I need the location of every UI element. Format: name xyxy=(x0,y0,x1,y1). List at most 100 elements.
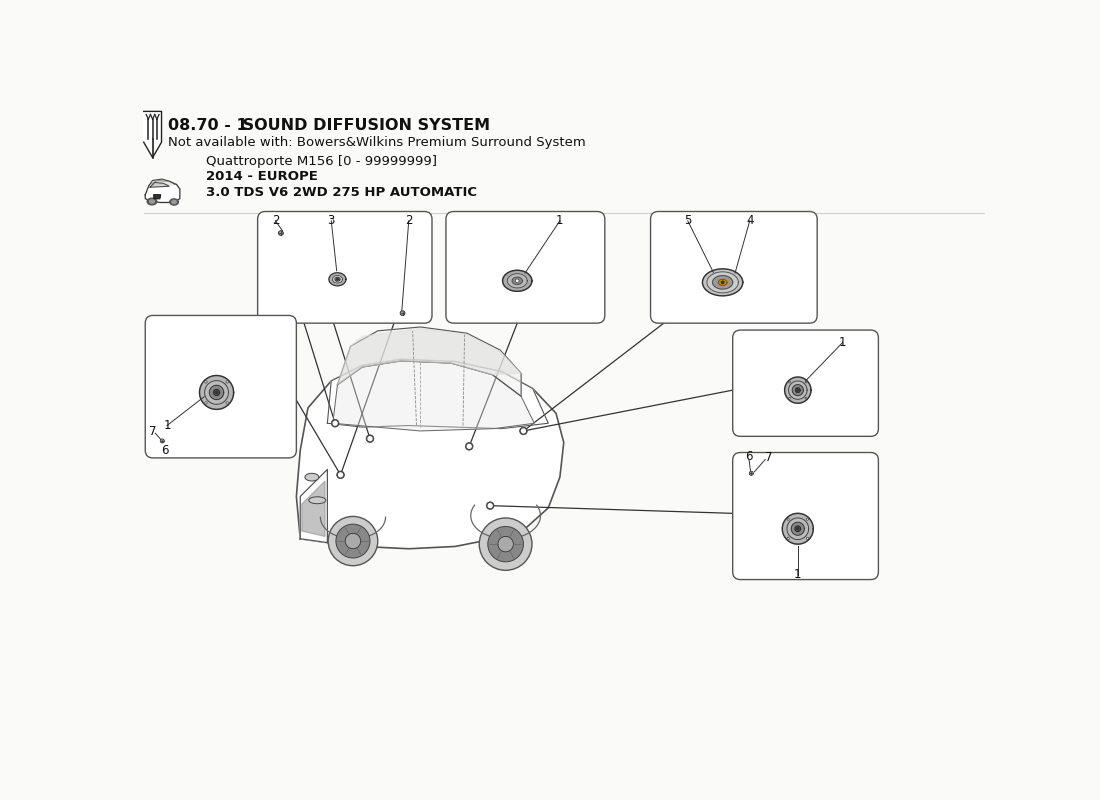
Circle shape xyxy=(205,381,207,383)
Polygon shape xyxy=(301,481,326,537)
Circle shape xyxy=(806,518,808,520)
Circle shape xyxy=(789,381,791,383)
Text: 1: 1 xyxy=(794,569,802,582)
Polygon shape xyxy=(333,361,535,431)
Polygon shape xyxy=(338,327,521,396)
Polygon shape xyxy=(795,388,800,393)
Text: 2014 - EUROPE: 2014 - EUROPE xyxy=(206,170,318,183)
Circle shape xyxy=(336,524,370,558)
Circle shape xyxy=(516,279,519,282)
Circle shape xyxy=(402,312,404,314)
Polygon shape xyxy=(513,277,522,285)
Polygon shape xyxy=(336,278,340,281)
Polygon shape xyxy=(713,276,733,289)
Text: 4: 4 xyxy=(746,214,754,227)
Text: 1: 1 xyxy=(163,419,170,432)
Circle shape xyxy=(796,390,799,391)
Circle shape xyxy=(366,434,374,442)
Text: SOUND DIFFUSION SYSTEM: SOUND DIFFUSION SYSTEM xyxy=(236,118,490,133)
Circle shape xyxy=(788,538,789,539)
Circle shape xyxy=(521,429,526,433)
Polygon shape xyxy=(296,359,563,549)
Circle shape xyxy=(400,311,405,315)
Circle shape xyxy=(331,419,339,427)
Polygon shape xyxy=(332,275,342,283)
Circle shape xyxy=(205,402,207,404)
Circle shape xyxy=(161,439,164,443)
Polygon shape xyxy=(213,390,220,395)
Polygon shape xyxy=(205,381,229,404)
Circle shape xyxy=(328,517,377,566)
Circle shape xyxy=(279,232,283,234)
Circle shape xyxy=(216,391,218,394)
Polygon shape xyxy=(703,269,742,296)
Circle shape xyxy=(750,472,752,474)
Circle shape xyxy=(480,518,532,570)
Text: Not available with: Bowers&Wilkins Premium Surround System: Not available with: Bowers&Wilkins Premi… xyxy=(168,136,586,149)
Polygon shape xyxy=(154,195,161,198)
Ellipse shape xyxy=(309,497,326,504)
Circle shape xyxy=(796,528,799,530)
Circle shape xyxy=(226,381,229,383)
Circle shape xyxy=(805,398,807,399)
FancyBboxPatch shape xyxy=(733,453,879,579)
Polygon shape xyxy=(795,526,801,531)
FancyBboxPatch shape xyxy=(733,330,879,436)
Polygon shape xyxy=(503,270,532,291)
Text: Quattroporte M156 [0 - 99999999]: Quattroporte M156 [0 - 99999999] xyxy=(206,155,437,168)
Ellipse shape xyxy=(172,201,176,203)
Polygon shape xyxy=(199,375,233,410)
Polygon shape xyxy=(329,273,346,286)
Text: 2: 2 xyxy=(272,214,279,227)
Polygon shape xyxy=(784,377,811,403)
Polygon shape xyxy=(507,274,527,288)
Circle shape xyxy=(519,427,527,435)
Text: 5: 5 xyxy=(684,214,692,227)
Text: 3.0 TDS V6 2WD 275 HP AUTOMATIC: 3.0 TDS V6 2WD 275 HP AUTOMATIC xyxy=(206,186,476,198)
Circle shape xyxy=(789,398,791,399)
Circle shape xyxy=(487,526,524,562)
Text: 6: 6 xyxy=(745,450,752,463)
Polygon shape xyxy=(789,381,807,399)
Circle shape xyxy=(517,280,518,282)
Polygon shape xyxy=(707,272,738,293)
Polygon shape xyxy=(144,111,162,158)
Ellipse shape xyxy=(169,199,178,205)
FancyBboxPatch shape xyxy=(257,211,432,323)
Polygon shape xyxy=(328,359,548,429)
Circle shape xyxy=(788,518,789,520)
Circle shape xyxy=(749,471,754,475)
Ellipse shape xyxy=(305,474,319,481)
FancyBboxPatch shape xyxy=(446,211,605,323)
Ellipse shape xyxy=(147,198,157,205)
Polygon shape xyxy=(791,522,804,535)
Circle shape xyxy=(488,504,492,507)
Polygon shape xyxy=(145,181,179,202)
Circle shape xyxy=(339,473,342,477)
Polygon shape xyxy=(338,329,521,385)
Text: 7: 7 xyxy=(150,426,156,438)
Polygon shape xyxy=(792,385,803,396)
Text: 7: 7 xyxy=(764,451,772,464)
Polygon shape xyxy=(150,182,169,187)
Text: 3: 3 xyxy=(328,214,334,227)
Circle shape xyxy=(337,471,344,478)
Text: 1: 1 xyxy=(557,214,563,227)
Polygon shape xyxy=(782,514,813,544)
Circle shape xyxy=(345,534,361,549)
Polygon shape xyxy=(300,470,328,542)
Circle shape xyxy=(498,537,514,552)
Circle shape xyxy=(722,281,724,283)
Text: 1: 1 xyxy=(839,336,847,349)
Circle shape xyxy=(806,538,808,539)
Circle shape xyxy=(486,502,494,510)
Circle shape xyxy=(468,445,471,448)
FancyBboxPatch shape xyxy=(650,211,817,323)
Text: 08.70 - 1: 08.70 - 1 xyxy=(168,118,249,133)
Polygon shape xyxy=(718,279,727,286)
Circle shape xyxy=(226,402,229,404)
Text: 2: 2 xyxy=(405,214,412,227)
Circle shape xyxy=(337,278,338,280)
FancyBboxPatch shape xyxy=(145,315,296,458)
Polygon shape xyxy=(150,179,175,186)
